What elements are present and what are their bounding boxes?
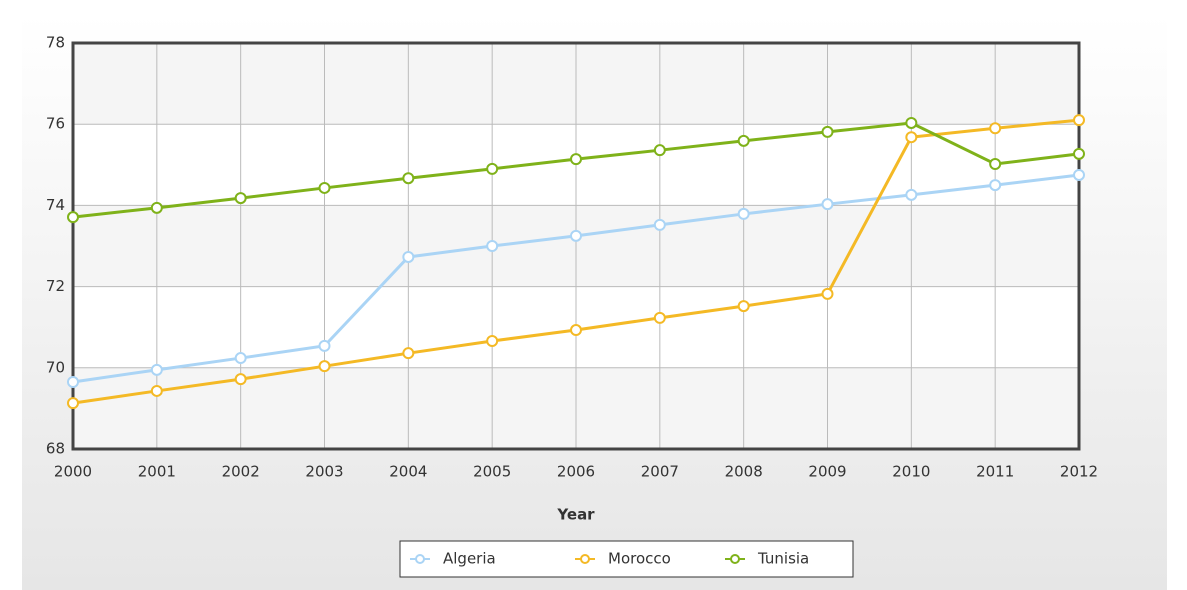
data-point	[234, 373, 247, 386]
data-point	[318, 339, 331, 352]
data-point	[1073, 114, 1085, 127]
x-tick-label: 2006	[557, 463, 595, 481]
y-tick-label: 70	[46, 358, 65, 376]
data-point	[653, 144, 666, 157]
data-point	[821, 287, 834, 300]
data-point	[1073, 168, 1085, 181]
y-tick-label: 68	[46, 440, 65, 458]
data-point	[67, 397, 79, 410]
data-point	[402, 172, 415, 185]
x-tick-label: 2010	[892, 463, 930, 481]
legend	[399, 540, 854, 578]
data-point	[737, 207, 750, 220]
data-point	[570, 229, 582, 242]
y-tick-label: 78	[46, 34, 65, 52]
legend-marker	[730, 554, 740, 564]
data-point	[905, 116, 918, 129]
legend-label: Morocco	[608, 550, 671, 568]
x-tick-label: 2005	[473, 463, 511, 481]
x-axis-label: Year	[556, 506, 595, 524]
data-point	[1073, 147, 1085, 160]
data-point	[737, 134, 750, 147]
data-point	[318, 360, 331, 373]
data-point	[570, 153, 582, 166]
data-point	[150, 363, 163, 376]
x-tick-label: 2007	[641, 463, 679, 481]
data-point	[234, 352, 247, 365]
legend-label: Tunisia	[757, 550, 809, 568]
legend-marker	[580, 554, 590, 564]
data-point	[570, 324, 582, 337]
legend-marker	[415, 554, 425, 564]
data-point	[318, 181, 331, 194]
data-point	[821, 198, 834, 211]
plot-border	[71, 41, 1081, 451]
x-tick-label: 2009	[808, 463, 846, 481]
data-point	[653, 311, 666, 324]
x-tick-label: 2008	[725, 463, 763, 481]
data-point	[150, 384, 163, 397]
x-tick-label: 2003	[305, 463, 343, 481]
x-tick-label: 2002	[222, 463, 260, 481]
data-point	[402, 347, 415, 360]
data-point	[402, 250, 415, 263]
x-tick-label: 2000	[54, 463, 92, 481]
x-tick-label: 2012	[1060, 463, 1098, 481]
data-point	[653, 218, 666, 231]
y-tick-label: 72	[46, 277, 65, 295]
legend-label: Algeria	[443, 550, 496, 568]
data-point	[989, 157, 1002, 170]
data-point	[150, 201, 163, 214]
x-tick-label: 2001	[138, 463, 176, 481]
data-point	[989, 122, 1002, 135]
data-point	[486, 240, 499, 252]
x-tick-label: 2011	[976, 463, 1014, 481]
data-point	[486, 162, 499, 175]
data-point	[821, 125, 834, 138]
data-point	[234, 192, 247, 205]
data-point	[486, 335, 499, 348]
y-tick-label: 74	[46, 196, 65, 214]
data-point	[989, 179, 1002, 192]
y-tick-label: 76	[46, 115, 65, 133]
x-tick-label: 2004	[389, 463, 427, 481]
data-point	[67, 376, 79, 389]
data-point	[905, 131, 918, 144]
data-point	[737, 300, 750, 313]
data-point	[905, 188, 918, 201]
data-point	[67, 211, 79, 224]
